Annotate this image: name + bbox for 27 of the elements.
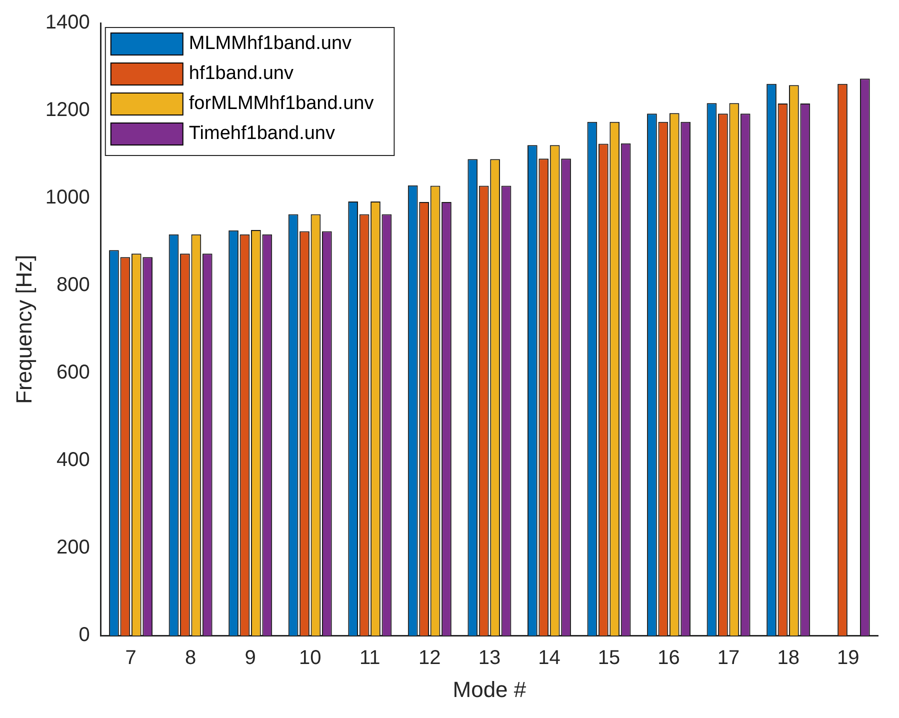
x-tick-label: 8 [184,647,196,670]
y-tick-label: 200 [56,536,90,559]
y-tick-label: 1200 [45,99,90,122]
y-tick-label: 1000 [45,186,90,209]
x-tick-label: 12 [418,647,441,670]
x-tick-label: 15 [598,647,620,670]
legend-label: MLMMhf1band.unv [188,33,352,54]
x-tick-label: 7 [125,647,136,670]
x-tick-label: 17 [717,647,740,670]
x-tick-label: 14 [538,647,560,670]
x-tick-label: 11 [360,647,380,670]
y-tick-label: 400 [56,449,90,472]
x-axis-title: Mode # [452,676,527,702]
legend-label: hf1band.unv [188,63,294,84]
x-tick-label: 16 [658,647,680,670]
y-tick-label: 600 [56,362,90,384]
y-tick-label: 800 [56,274,90,296]
x-tick-label: 19 [836,647,860,670]
x-tick-label: 10 [298,647,322,670]
x-tick-label: 18 [777,647,800,670]
y-tick-label: 1400 [45,12,90,34]
x-tick-label: 13 [478,647,501,670]
y-axis-title: Frequency [Hz] [11,254,36,404]
y-tick-label: 0 [78,624,90,646]
x-tick-label: 9 [244,647,256,670]
legend-label: Timehf1band.unv [188,123,336,144]
legend-label: forMLMMhf1band.unv [188,93,374,114]
